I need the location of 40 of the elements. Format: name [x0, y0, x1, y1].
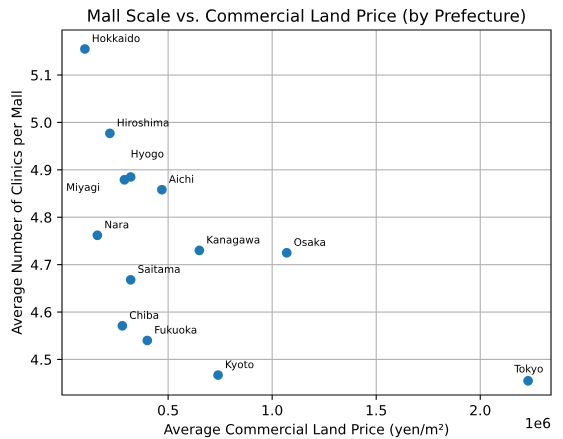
annotation: Nara	[105, 220, 128, 228]
point	[142, 336, 152, 346]
x-tick-label: 0.5	[158, 404, 178, 416]
annotation: Kanagawa	[207, 236, 260, 246]
y-tick-label: 4.9	[30, 164, 52, 176]
annotation: Miyagi	[67, 182, 100, 194]
x-tick-label: 1.5	[366, 405, 386, 416]
annotation: Hyogo	[132, 150, 164, 160]
y-axis-title: Average Number of Clinics per Mall	[11, 92, 25, 335]
annotation: Fukuoka	[155, 326, 196, 334]
point	[80, 44, 90, 54]
annotation: Chiba	[130, 310, 158, 319]
point	[194, 246, 204, 256]
point	[523, 376, 533, 386]
text: 1e6	[526, 418, 550, 428]
annotation: Osaka	[294, 238, 325, 246]
y-tick-label: 4.8	[30, 212, 52, 223]
y-tick-label: 5.0	[31, 117, 52, 128]
y-tick-label: 4.7	[30, 260, 52, 270]
point	[213, 370, 223, 380]
y-tick-label: 4.6	[30, 307, 52, 318]
x-tick-label: 1.0	[262, 404, 282, 416]
annotation: Tokyo	[514, 364, 543, 375]
point	[92, 230, 102, 240]
annotation: Hokkaido	[92, 34, 140, 42]
y-tick-label: 5.1	[31, 70, 51, 81]
point	[157, 184, 167, 195]
y-tick-label: 4.5	[30, 354, 52, 365]
x-axis-title: Average Commercial Land Price (yen/m²)	[164, 424, 448, 438]
point	[105, 128, 115, 138]
annotation: Kyoto	[226, 360, 254, 370]
point	[282, 248, 292, 258]
point	[117, 320, 128, 331]
point	[126, 274, 136, 285]
point	[120, 174, 130, 185]
chart-title: Mall Scale vs. Commercial Land Price (by Prefecture)	[88, 9, 525, 26]
x-tick-label: 2.0	[470, 404, 490, 416]
annotation: Hiroshima	[118, 118, 168, 127]
annotation: Aichi	[168, 174, 194, 183]
annotation: Saitama	[138, 264, 180, 274]
